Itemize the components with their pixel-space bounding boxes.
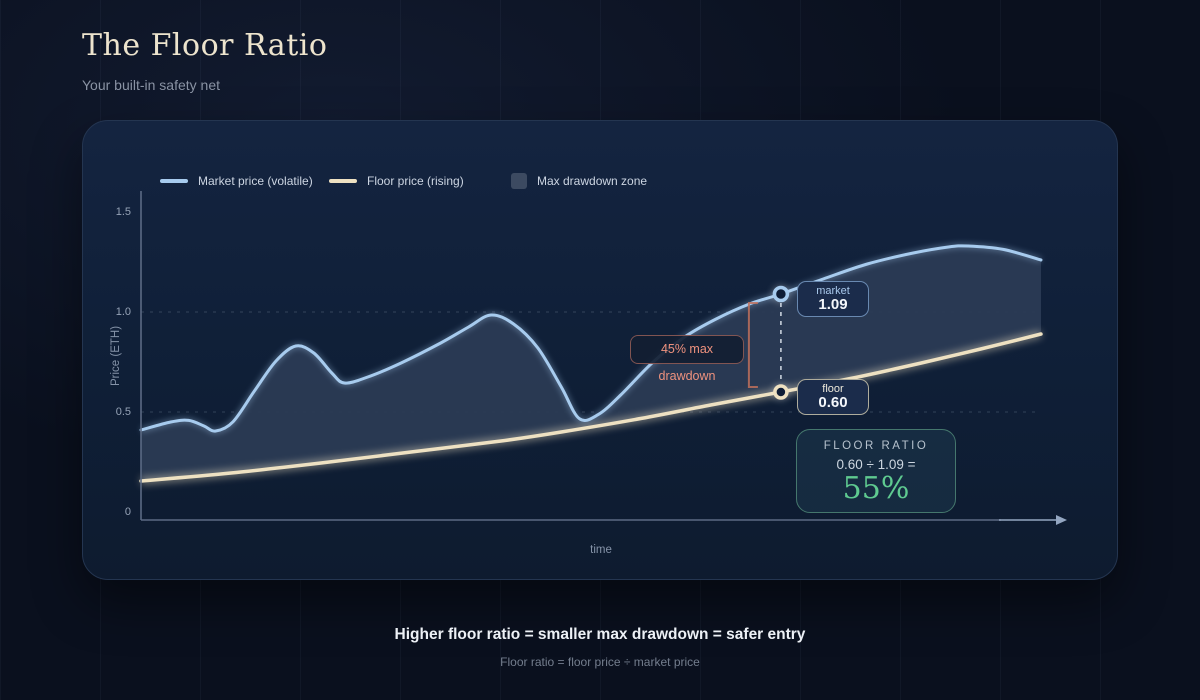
legend-item-floor: Floor price (rising) <box>367 174 464 188</box>
legend-item-zone: Max drawdown zone <box>537 174 648 188</box>
legend-floor-line-swatch <box>329 179 357 183</box>
y-tick-0: 0 <box>124 506 131 518</box>
market-badge-label: market <box>816 285 850 297</box>
y-tick-1-0: 1.0 <box>115 306 131 318</box>
floor-line <box>139 332 1043 483</box>
y-axis-title: Price (ETH) <box>110 325 122 387</box>
floor-value-badge: floor 0.60 <box>797 379 869 415</box>
ratio-box-result: 55% <box>842 471 910 506</box>
ratio-box-title: FLOOR RATIO <box>823 440 929 452</box>
drawdown-bracket <box>747 302 758 388</box>
floor-badge-value: 0.60 <box>818 394 848 411</box>
floor-ratio-box: FLOOR RATIO 0.60 ÷ 1.09 = 55% <box>796 429 956 513</box>
y-tick-1-5: 1.5 <box>115 206 131 218</box>
x-axis-arrow-icon <box>1056 515 1067 525</box>
legend-market-line-swatch <box>160 179 188 183</box>
chart-card: Market price (volatile) Floor price (ris… <box>82 120 1118 580</box>
legend-item-market: Market price (volatile) <box>198 174 313 188</box>
market-value-badge: market 1.09 <box>797 281 869 317</box>
floor-ratio-chart <box>139 191 1067 525</box>
market-badge-value: 1.09 <box>818 296 848 313</box>
floor-badge-label: floor <box>822 383 844 395</box>
x-axis-title: time <box>590 544 612 556</box>
page-title: The Floor Ratio <box>82 28 328 63</box>
ratio-box-formula: 0.60 ÷ 1.09 = <box>836 457 916 472</box>
legend-zone-swatch <box>511 173 527 189</box>
footer-headline: Higher floor ratio = smaller max drawdow… <box>394 626 806 643</box>
market-line <box>139 244 1043 433</box>
y-tick-0-5: 0.5 <box>115 406 131 418</box>
page-subtitle: Your built-in safety net <box>82 77 221 93</box>
floor-point <box>773 384 789 400</box>
drawdown-label-box: 45% max drawdown <box>630 335 744 383</box>
market-point <box>772 285 790 303</box>
footer-formula: Floor ratio = floor price ÷ market price <box>500 655 700 669</box>
